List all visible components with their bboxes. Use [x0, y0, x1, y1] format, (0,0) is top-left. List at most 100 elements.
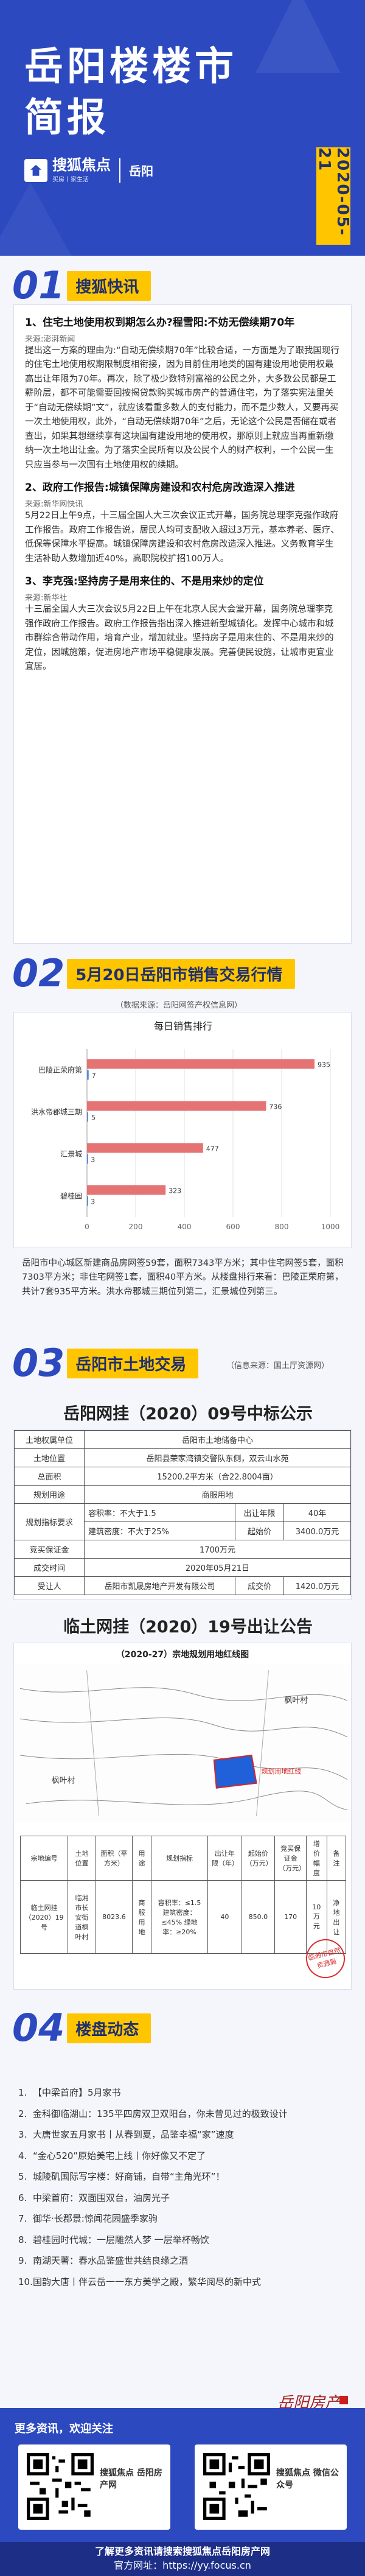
section-heading: 03 岳阳市土地交易 — [12, 1344, 199, 1382]
table-cell: 总面积 — [14, 1467, 85, 1486]
notice-title-text: 临土网挂（2020）19号出让公告 — [63, 1618, 313, 1637]
data-label: 7 — [92, 1072, 96, 1080]
table-cell: 2020年05月21日 — [84, 1558, 351, 1577]
table-cell: 40年 — [283, 1503, 351, 1522]
news-source: 来源:新华网快讯 — [25, 500, 83, 510]
x-tick-label: 200 — [129, 1223, 143, 1231]
data-label: 5 — [91, 1114, 96, 1122]
qr-label: 搜狐焦点 微信公众号 — [276, 2468, 339, 2490]
table-row: 规划用途 商服用地 — [14, 1485, 351, 1504]
chart-source: （数据来源：岳阳网签产权信息网） — [116, 1001, 243, 1010]
footer-search-text: 了解更多资讯请搜索搜狐焦点岳阳房产网 — [94, 2546, 270, 2557]
table-header: 起始价（万元） — [241, 1836, 276, 1881]
map-label: 枫叶村 — [284, 1696, 308, 1705]
notice-title-text: 岳阳网挂（2020）09号中标公示 — [63, 1405, 313, 1423]
page-subtitle: 简报 — [24, 96, 109, 141]
list-item[interactable]: 2. 金科御临湖山：135平四房双卫双阳台，你未曾见过的极致设计 — [18, 2108, 288, 2119]
table-cell: 容积率：不大于1.5 — [84, 1503, 235, 1522]
news-heading[interactable]: 1、住宅土地使用权到期怎么办?程雪阳:不妨无偿续期70年 — [25, 317, 295, 329]
list-item[interactable]: 1. 【中梁首府】5月家书 — [18, 2087, 121, 2098]
footer-url[interactable]: 官方网址：https://yy.focus.cn — [114, 2560, 251, 2571]
list-item-text: 【中梁首府】5月家书 — [33, 2087, 121, 2098]
news-heading[interactable]: 2、政府工作报告:城镇保障房建设和农村危房改造深入推进 — [25, 482, 295, 494]
table-cell: 1420.0万元 — [283, 1576, 351, 1595]
section-title: 岳阳市土地交易 — [67, 1348, 199, 1378]
list-item[interactable]: 9. 南湖天著：春水品鉴盛世共结良缘之酒 — [18, 2255, 189, 2266]
decor-triangle — [255, 0, 341, 73]
map-caption: （2020-27）宗地规划用地红线图 — [116, 1650, 249, 1660]
news-item: 3、李克强:坚持房子是用来住的、不是用来炒的定位 来源:新华社 十三届全国人大三… — [25, 572, 340, 674]
date-text: 2020-05-21 — [315, 147, 352, 237]
table-cell: 临土网挂（2020）19号 — [19, 1880, 69, 1954]
x-tick-label: 600 — [226, 1223, 240, 1231]
table-header: 规划指标 — [151, 1836, 209, 1881]
table-cell: 土地权属单位 — [14, 1430, 85, 1449]
news-body: 5月22日上午9点，十三届全国人大三次会议正式开幕，国务院总理李克强作政府工作报… — [25, 511, 339, 564]
table-header: 出让年限（年） — [207, 1836, 242, 1881]
chart-title: 每日销售排行 — [154, 1020, 212, 1032]
table-cell: 岳阳市土地储备中心 — [84, 1430, 351, 1449]
list-item[interactable]: 8. 碧桂园时代城：一层雕然人梦 一层举杯畅饮 — [18, 2234, 209, 2245]
list-item-text: 碧桂园时代城：一层雕然人梦 一层举杯畅饮 — [33, 2234, 209, 2245]
hero-banner: 岳阳楼楼市 简报 搜狐焦点 买房丨家生活 岳阳 2020-05-21 — [0, 0, 365, 256]
table-cell: 竞买保证金 — [14, 1540, 85, 1559]
table-header: 土地位置 — [68, 1836, 96, 1881]
x-tick-label: 1000 — [321, 1223, 340, 1231]
list-item[interactable]: 6. 中梁首府：双面围双台，油房光子 — [18, 2192, 170, 2203]
date-badge: 2020-05-21 — [315, 147, 352, 245]
list-item-text: 御华·长郡景:惊闻花园盛季家驹 — [33, 2213, 158, 2224]
y-tick-label: 汇景城 — [60, 1150, 82, 1159]
bar — [87, 1154, 88, 1164]
list-item-text: 金科御临湖山：135平四房双卫双阳台，你未曾见过的极致设计 — [33, 2108, 288, 2119]
news-card: 1、住宅土地使用权到期怎么办?程雪阳:不妨无偿续期70年 来源:澎湃新闻 提出这… — [13, 304, 352, 944]
news-heading[interactable]: 3、李克强:坚持房子是用来住的、不是用来炒的定位 — [25, 575, 264, 588]
table-row: 临土网挂（2020）19号 临湘市长安街道枫叶村 8023.6 商服用地 容积率… — [19, 1880, 347, 1954]
qr-card-website[interactable]: 搜狐焦点 岳阳房产网 — [18, 2444, 170, 2530]
section-heading: 04 楼盘动态 — [12, 2009, 151, 2047]
bar — [87, 1112, 88, 1122]
table-cell: 商服用地 — [84, 1485, 351, 1504]
qr-card-wechat[interactable]: 搜狐焦点 微信公众号 — [195, 2444, 347, 2530]
qr-code-icon — [27, 2453, 94, 2520]
chart-card: 每日销售排行 0 200 400 600 800 1000 巴陵正荣府第 935 7 洪水帝郡城三期… — [13, 1012, 352, 1248]
table-cell: 1700万元 — [84, 1540, 351, 1559]
divider — [119, 158, 120, 183]
notice-title-2: 临土网挂（2020）19号出让公告 — [0, 1613, 365, 1637]
list-item[interactable]: 3. 大唐世家五月家书丨从春到夏，品鉴幸福“家”速度 — [18, 2129, 234, 2140]
qr-label: 搜狐焦点 岳阳房产网 — [100, 2468, 162, 2490]
house-icon — [24, 158, 47, 182]
section-heading: 02 5月20日岳阳市销售交易行情 — [12, 955, 295, 992]
list-item[interactable]: 7. 御华·长郡景:惊闻花园盛季家驹 — [18, 2213, 158, 2224]
table-row: 成交时间 2020年05月21日 — [14, 1558, 351, 1577]
table-row: 总面积 15200.2平方米（合22.8004亩） — [14, 1467, 351, 1486]
data-label: 736 — [269, 1103, 282, 1111]
bar — [87, 1196, 88, 1206]
brand-slogan: 买房丨家生活 — [52, 177, 89, 184]
table-cell: 容积率：≤1.5 建筑密度：≤45% 绿地率：≥20% — [151, 1880, 209, 1954]
bar — [87, 1070, 89, 1080]
footer: 更多资讯，欢迎关注 搜狐焦点 岳阳房产网 搜狐焦点 微信公众号 了解更多资讯请搜… — [0, 2408, 365, 2576]
table-row: 竞买保证金 1700万元 — [14, 1540, 351, 1559]
table-header: 用途 — [131, 1836, 152, 1881]
section-number: 01 — [12, 263, 65, 307]
qr-code-icon — [203, 2453, 270, 2520]
section-title: 搜狐快讯 — [67, 270, 151, 301]
bar — [87, 1185, 166, 1195]
brand-logo[interactable]: 搜狐焦点 买房丨家生活 岳阳 — [24, 157, 153, 183]
list-item[interactable]: 10.国韵大唐丨伴云岳一一东方美学之殿，繁华阅尽的新中式 — [18, 2276, 262, 2287]
table-cell: 规划指标要求 — [14, 1503, 85, 1540]
page-title: 岳阳楼楼市 — [24, 44, 237, 89]
news-source: 来源:澎湃新闻 — [25, 335, 75, 344]
brand-city: 岳阳 — [129, 164, 153, 179]
decor-triangle — [0, 183, 85, 256]
table-row: 规划指标要求 容积率：不大于1.5 出让年限 40年 — [14, 1503, 351, 1540]
notice-title-1: 岳阳网挂（2020）09号中标公示 — [0, 1400, 365, 1424]
table-cell: 8023.6 — [95, 1880, 133, 1954]
x-tick-label: 800 — [275, 1223, 289, 1231]
red-stamp — [339, 2396, 348, 2404]
list-item[interactable]: 4. “金心520”原始美宅上线丨你好像又不定了 — [18, 2150, 206, 2161]
table-header: 宗地编号 — [19, 1836, 69, 1881]
list-item-text: “金心520”原始美宅上线丨你好像又不定了 — [33, 2150, 206, 2161]
land-site-map[interactable]: 枫叶村 枫叶村 规划用地红线 — [14, 1664, 351, 1822]
list-item[interactable]: 5. 城陵矶国际写字楼：好商铺，自带“主角光环”！ — [18, 2171, 225, 2182]
